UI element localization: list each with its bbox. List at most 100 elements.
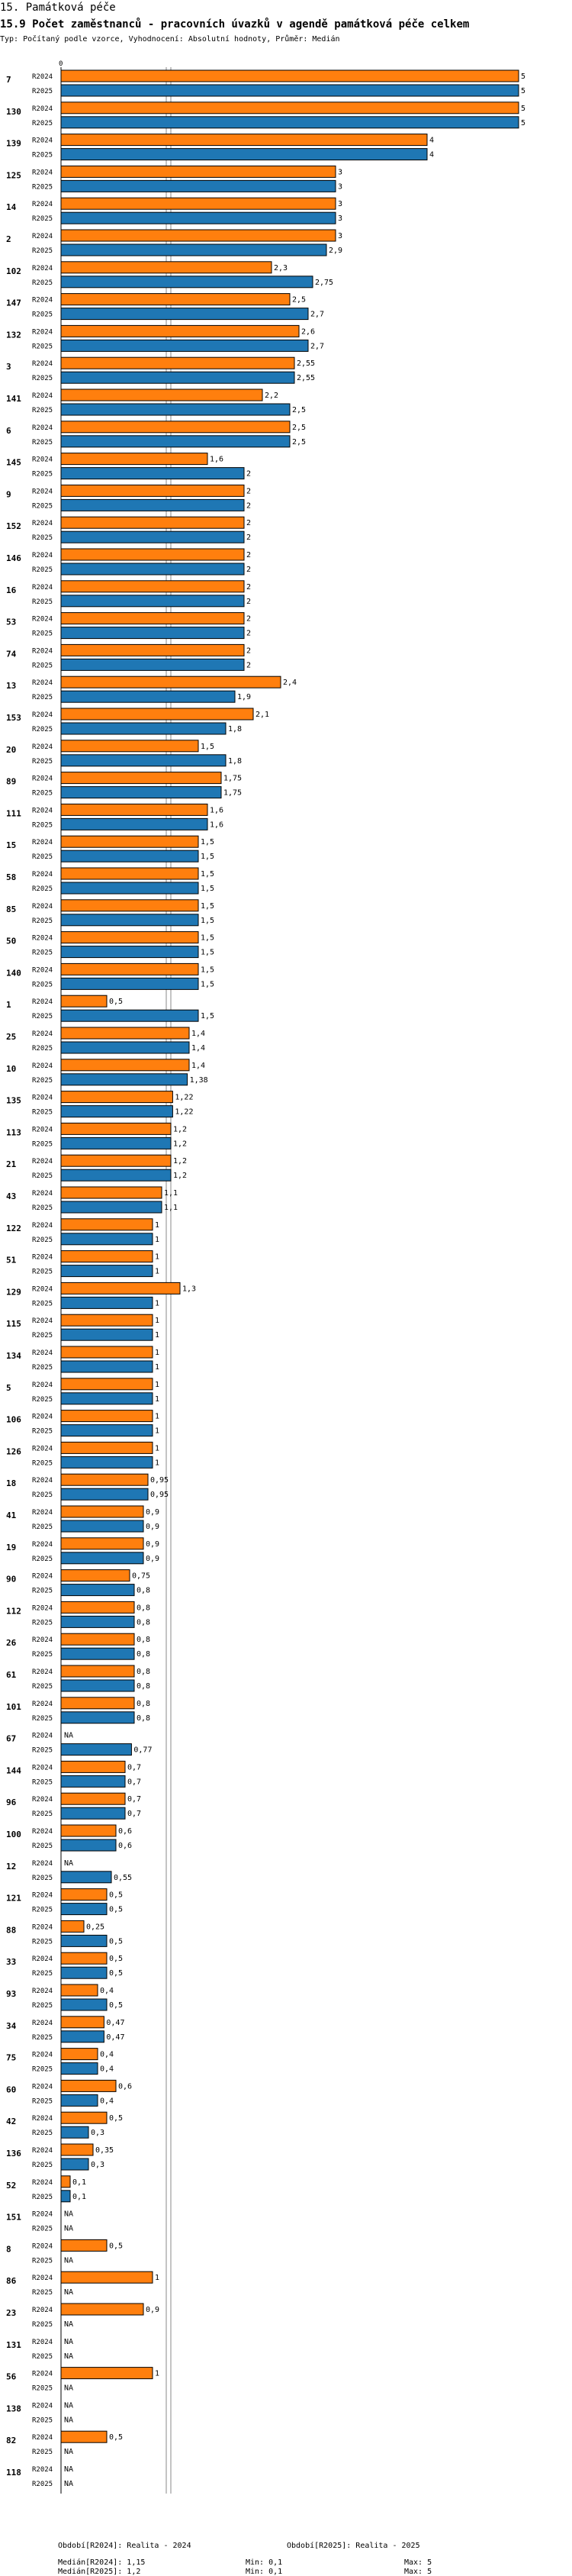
series-label: R2025 <box>32 598 53 606</box>
data-label: 1,2 <box>173 1157 187 1165</box>
data-label: 1,5 <box>201 838 214 846</box>
bar-r2024 <box>60 1665 135 1678</box>
data-label: 0,5 <box>109 2001 123 2010</box>
data-label: 1,5 <box>201 949 214 957</box>
category-label: 89 <box>6 777 16 787</box>
bar-r2024 <box>60 229 336 242</box>
bar-r2024 <box>60 2048 98 2061</box>
data-label: 2,7 <box>310 311 324 319</box>
category-label: 56 <box>6 2372 17 2382</box>
data-label: 1,6 <box>210 821 223 829</box>
data-label: 1,6 <box>210 456 223 464</box>
data-label: 1 <box>155 1395 159 1404</box>
series-label: R2024 <box>32 488 53 495</box>
data-label: 0,5 <box>109 1969 123 1978</box>
series-label: R2025 <box>32 1045 53 1053</box>
data-label: 0,77 <box>133 1746 152 1755</box>
bar-r2025 <box>60 1807 126 1820</box>
category-label: 85 <box>6 904 16 914</box>
series-label: R2025 <box>32 1140 53 1148</box>
category-label: 23 <box>6 2308 16 2318</box>
bar-r2025 <box>60 946 199 959</box>
series-label: R2025 <box>32 1875 53 1882</box>
data-label: 1,8 <box>228 757 242 766</box>
data-label: 1,2 <box>173 1172 187 1180</box>
bar-r2025 <box>60 148 428 161</box>
category-label: 67 <box>6 1734 16 1744</box>
bar-r2025 <box>60 1424 153 1437</box>
series-label: R2025 <box>32 1491 53 1499</box>
category-label: 50 <box>6 937 16 946</box>
series-label: R2025 <box>32 1715 53 1723</box>
bar-r2024 <box>60 1059 190 1072</box>
category-label: 16 <box>6 585 17 595</box>
data-label: 1 <box>155 1268 159 1276</box>
data-label: 2 <box>246 583 251 592</box>
bar-r2025 <box>60 371 295 384</box>
data-label: 2,2 <box>265 392 278 400</box>
series-label: R2024 <box>32 1892 53 1900</box>
data-label: 5 <box>521 87 525 95</box>
series-label: R2024 <box>32 1828 53 1836</box>
bar-r2025 <box>60 84 519 97</box>
bar-r2024 <box>60 2143 94 2156</box>
series-label: R2024 <box>32 1126 53 1133</box>
bar-r2024 <box>60 134 428 147</box>
category-label: 131 <box>6 2340 21 2350</box>
series-label: R2025 <box>32 1300 53 1307</box>
bar-r2025 <box>60 276 313 289</box>
category-label: 111 <box>6 808 21 818</box>
category-label: 115 <box>6 1319 21 1329</box>
series-label: R2024 <box>32 1095 53 1102</box>
data-label: 0,8 <box>137 1650 150 1659</box>
min-r2024-label: Min: 0,1 <box>246 2558 283 2567</box>
data-label: 3 <box>338 168 342 176</box>
bar-r2024 <box>60 453 208 466</box>
bar-r2024 <box>60 2111 108 2124</box>
data-label: 0,9 <box>146 1555 159 1563</box>
min-r2025-label: Min: 0,1 <box>246 2568 283 2576</box>
category-label: 52 <box>6 2181 16 2191</box>
series-label: R2025 <box>32 1013 53 1020</box>
bar-r2025 <box>60 563 245 575</box>
category-label: 5 <box>6 1383 11 1393</box>
data-label: 5 <box>521 105 525 113</box>
bar-r2025 <box>60 116 519 129</box>
bar-r2025 <box>60 754 227 767</box>
data-label: 2 <box>246 519 251 527</box>
category-label: 82 <box>6 2436 16 2445</box>
data-label: 1,2 <box>173 1125 187 1133</box>
data-label: 1 <box>155 1363 159 1372</box>
series-label: R2024 <box>32 73 53 81</box>
series-label: R2024 <box>32 1254 53 1262</box>
bar-r2024 <box>60 388 263 401</box>
bar-r2025 <box>60 914 199 927</box>
data-label: 0,4 <box>100 2097 114 2105</box>
bar-r2024 <box>60 484 245 497</box>
bar-r2024 <box>60 1441 153 1454</box>
data-label: 2 <box>246 615 251 624</box>
category-label: 43 <box>6 1191 16 1201</box>
series-label: R2025 <box>32 1843 53 1850</box>
series-label: R2024 <box>32 871 53 879</box>
series-label: R2024 <box>32 1285 53 1293</box>
series-label: R2024 <box>32 1573 53 1581</box>
bar-r2024 <box>60 102 519 114</box>
series-label: R2025 <box>32 2385 53 2393</box>
series-label: R2025 <box>32 1747 53 1755</box>
series-label: R2024 <box>32 1222 53 1230</box>
bar-r2025 <box>60 1934 108 1947</box>
data-label: 0,25 <box>86 1923 104 1931</box>
series-label: R2024 <box>32 424 53 432</box>
data-label: 2 <box>246 501 251 510</box>
bar-r2025 <box>60 498 245 511</box>
series-label: R2024 <box>32 2147 53 2155</box>
data-label: 0,55 <box>114 1874 132 1882</box>
series-label: R2025 <box>32 2289 53 2297</box>
bar-r2025 <box>60 1775 126 1788</box>
category-label: 145 <box>6 458 21 468</box>
axis-zero-label: 0 <box>59 60 63 68</box>
legend-period-r2024: Období[R2024]: Realita - 2024 <box>58 2542 191 2550</box>
bar-r2025 <box>60 1520 144 1533</box>
category-label: 96 <box>6 1797 17 1807</box>
